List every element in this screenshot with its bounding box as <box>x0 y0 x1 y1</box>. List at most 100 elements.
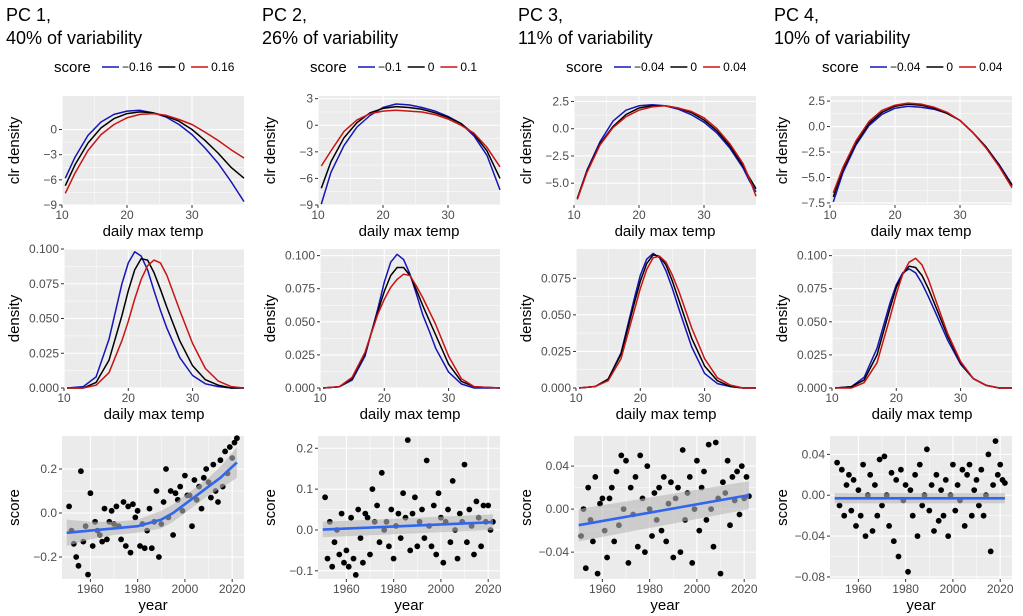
pc-title: PC 2, 26% of variability <box>262 4 398 50</box>
x-tick-label: 30 <box>698 391 712 405</box>
data-point <box>689 560 696 566</box>
y-tick-label: 0.050 <box>541 308 571 322</box>
y-tick-label: 0.050 <box>29 312 59 326</box>
data-point <box>364 514 371 521</box>
x-tick-label: 20 <box>376 208 390 222</box>
data-point <box>679 447 686 453</box>
x-tick-label: 2000 <box>940 582 967 596</box>
data-point <box>966 461 973 468</box>
y-tick-label: 0.04 <box>546 459 570 473</box>
data-point <box>113 503 120 510</box>
y-tick-label: 0.075 <box>285 282 315 296</box>
data-point <box>125 503 132 510</box>
x-axis-title: year <box>650 597 679 614</box>
legend-label: 0.04 <box>723 60 747 74</box>
data-point <box>395 510 402 517</box>
data-point <box>141 545 148 552</box>
data-point <box>130 501 136 508</box>
legend-title: score <box>822 59 859 76</box>
pc-column-4: PC 4, 10% of variability score −0.04 0 0.04… <box>768 0 1023 616</box>
clr-density-plot: 10 20 30 −9 −6 −3 0 3 daily max temp clr density <box>262 92 501 240</box>
data-point <box>101 505 108 512</box>
data-point <box>874 512 881 519</box>
data-point <box>355 506 362 513</box>
data-point <box>954 482 961 488</box>
data-point <box>447 539 454 546</box>
legend-label: 0.04 <box>979 60 1003 74</box>
data-point <box>931 528 937 534</box>
data-point <box>696 527 703 534</box>
y-tick-label: −7.5 <box>801 196 825 210</box>
data-point <box>961 523 968 529</box>
series-line-pos <box>323 273 501 389</box>
data-point <box>945 533 952 539</box>
legend-label: 0 <box>946 60 953 74</box>
y-tick-label: 0.04 <box>802 447 826 461</box>
data-point <box>968 512 975 519</box>
y-tick-label: −2.5 <box>545 149 569 163</box>
data-point <box>632 474 639 480</box>
data-point <box>585 484 592 491</box>
data-point <box>905 568 911 575</box>
x-tick-label: 2020 <box>219 582 246 596</box>
data-point <box>838 466 845 473</box>
legend-title: score <box>54 59 91 76</box>
data-point <box>231 439 238 446</box>
plot-panel <box>318 96 500 205</box>
x-axis-title: daily max temp <box>104 406 205 423</box>
data-point <box>663 538 670 545</box>
series-line-neg <box>320 103 501 205</box>
data-point <box>928 482 935 488</box>
data-point <box>215 499 221 505</box>
x-tick-label: 2000 <box>428 582 455 596</box>
x-tick-label: 10 <box>825 391 839 405</box>
data-point <box>855 487 862 493</box>
y-tick-label: −9 <box>43 198 57 212</box>
data-point <box>997 461 1004 468</box>
legend-label: 0.16 <box>211 60 235 74</box>
data-point <box>485 502 492 509</box>
y-tick-label: 2.5 <box>552 94 569 108</box>
x-axis-title: year <box>394 597 423 614</box>
data-point <box>594 570 601 577</box>
data-point <box>360 559 366 566</box>
y-tick-label: 0.025 <box>541 344 571 358</box>
data-point <box>964 471 970 478</box>
data-point <box>421 535 428 541</box>
data-point <box>971 487 978 493</box>
data-point <box>649 533 655 539</box>
y-tick-label: 0.075 <box>797 282 827 296</box>
y-tick-label: 0.2 <box>40 462 57 476</box>
plot-panel <box>320 249 500 388</box>
data-point <box>869 528 876 534</box>
data-point <box>167 488 174 494</box>
data-point <box>736 511 743 518</box>
data-point <box>66 503 72 510</box>
plot-panel <box>318 436 500 579</box>
data-point <box>108 507 115 514</box>
legend: score −0.1 0 0.1 <box>310 59 477 76</box>
plot-panel <box>832 249 1012 388</box>
data-point <box>367 551 373 558</box>
data-point <box>710 543 717 550</box>
data-point <box>701 468 707 475</box>
data-point <box>976 502 982 509</box>
data-point <box>378 469 385 476</box>
y-axis-title: density <box>6 294 23 342</box>
y-tick-label: 0.075 <box>29 277 59 291</box>
score-by-year-plot: 1960 1980 2000 2020 −0.08 −0.04 0.00 0.04 year sc… <box>774 436 1014 614</box>
pc-title-line1: PC 4, <box>774 5 820 25</box>
data-point <box>895 553 902 560</box>
score-by-year-plot: 1960 1980 2000 2020 −0.2 0.0 0.2 year score <box>6 435 246 614</box>
density-plot: 10 20 30 0.000 0.025 0.050 0.075 0.100 daily max… <box>262 249 501 423</box>
pc-title: PC 3, 11% of variability <box>518 4 653 50</box>
legend: score −0.04 0 0.04 <box>822 59 1003 76</box>
data-point <box>386 543 392 550</box>
data-point <box>853 523 859 529</box>
data-point <box>886 523 892 529</box>
data-point <box>177 483 184 490</box>
data-point <box>182 472 188 479</box>
data-point <box>329 563 336 570</box>
y-tick-label: 0.00 <box>546 502 570 516</box>
y-tick-label: 0.025 <box>29 346 59 360</box>
